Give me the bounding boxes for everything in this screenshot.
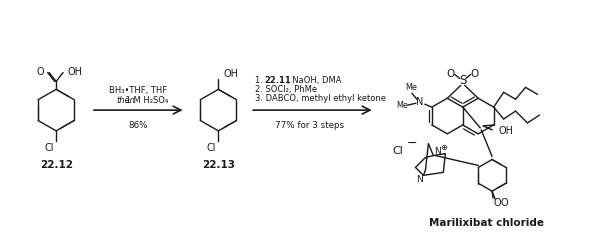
Text: Marilixibat chloride: Marilixibat chloride <box>428 218 544 228</box>
Text: OH: OH <box>223 69 238 79</box>
Text: OH: OH <box>67 67 82 77</box>
Text: 3. DABCO, methyl ethyl ketone: 3. DABCO, methyl ethyl ketone <box>255 94 386 103</box>
Text: 22.11: 22.11 <box>264 76 291 85</box>
Text: 1.: 1. <box>255 76 266 85</box>
Text: then: then <box>117 96 136 105</box>
Text: ⊕: ⊕ <box>440 143 447 152</box>
Text: O: O <box>500 198 508 208</box>
Text: 2. SOCl₂, PhMe: 2. SOCl₂, PhMe <box>255 85 317 94</box>
Text: O: O <box>493 198 501 208</box>
Text: O: O <box>37 67 44 77</box>
Text: Cl: Cl <box>44 143 54 153</box>
Text: Me: Me <box>405 83 417 92</box>
Text: Cl: Cl <box>392 146 404 156</box>
Text: 22.13: 22.13 <box>202 160 235 170</box>
Text: N: N <box>434 147 441 156</box>
Text: , NaOH, DMA: , NaOH, DMA <box>287 76 341 85</box>
Text: N: N <box>416 175 423 184</box>
Text: BH₃•THF, THF: BH₃•THF, THF <box>109 86 167 95</box>
Text: O: O <box>470 69 479 79</box>
Text: O: O <box>446 69 455 79</box>
Text: −: − <box>406 137 417 150</box>
Text: N: N <box>416 97 424 107</box>
Text: OH: OH <box>498 126 513 136</box>
Text: 77% for 3 steps: 77% for 3 steps <box>275 121 344 130</box>
Text: 1 M H₂SO₄: 1 M H₂SO₄ <box>122 96 168 105</box>
Text: 86%: 86% <box>128 121 148 130</box>
Text: 22.12: 22.12 <box>40 160 73 170</box>
Text: Me: Me <box>396 101 408 110</box>
Text: S: S <box>459 74 466 87</box>
Text: Cl: Cl <box>207 143 217 153</box>
